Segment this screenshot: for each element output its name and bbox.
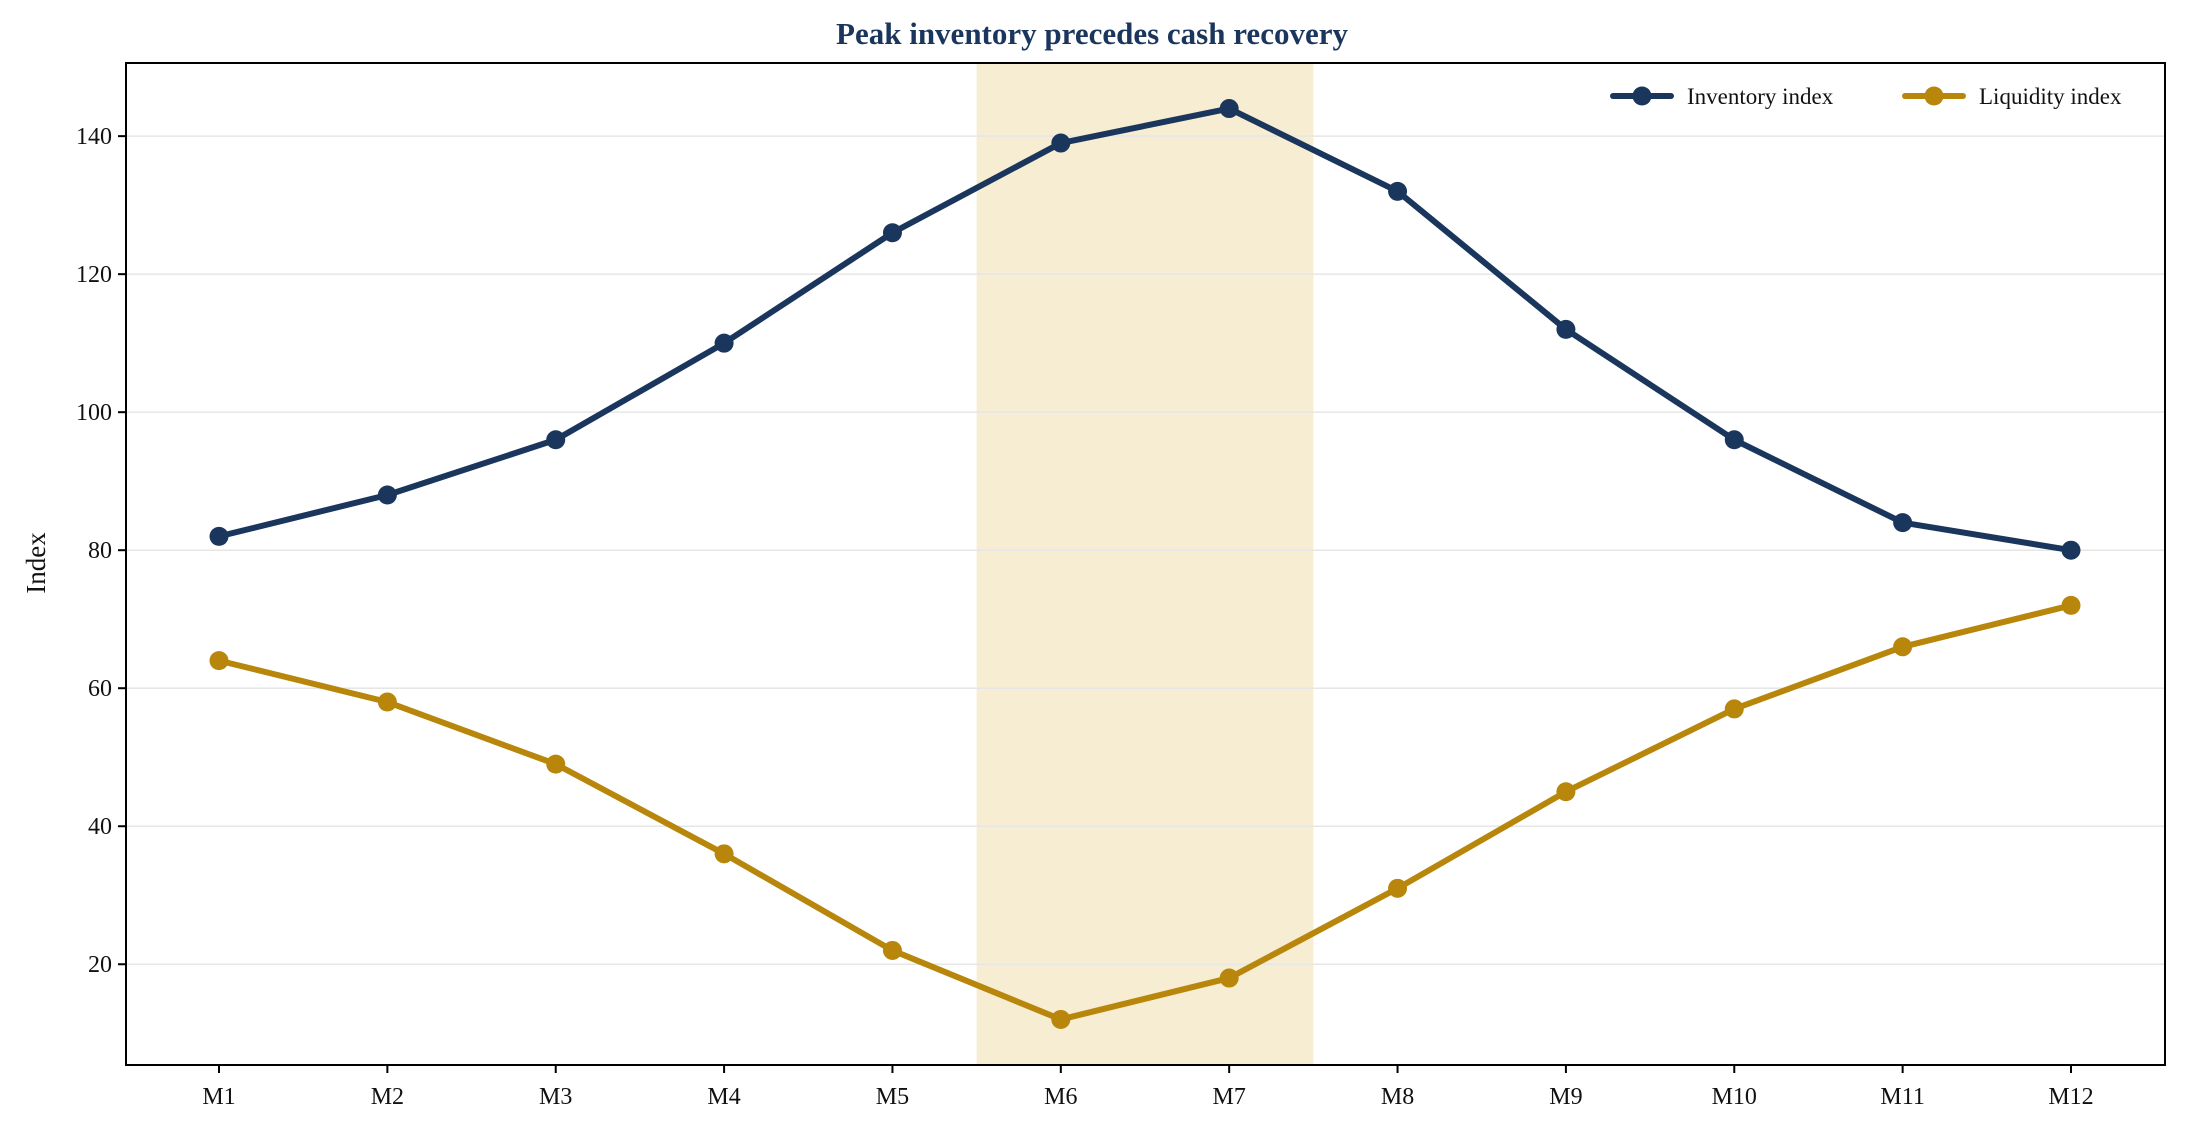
data-point-inventory <box>546 430 566 450</box>
data-point-liquidity <box>2061 595 2081 615</box>
y-tick-label: 40 <box>88 814 112 840</box>
y-tick-label: 60 <box>88 676 112 702</box>
x-tick-label: M1 <box>202 1084 235 1110</box>
data-point-inventory <box>1893 513 1913 533</box>
y-tick-label: 80 <box>88 538 112 564</box>
x-tick-label: M11 <box>1880 1084 1924 1110</box>
data-point-inventory <box>714 333 734 353</box>
y-axis-label: Index <box>21 532 51 594</box>
data-point-liquidity <box>1388 878 1408 898</box>
legend: Inventory index Liquidity index <box>1610 84 2122 109</box>
data-point-liquidity <box>1219 968 1239 988</box>
chart-title: Peak inventory precedes cash recovery <box>836 16 1348 51</box>
legend-swatch-marker-inventory <box>1632 86 1652 106</box>
data-point-liquidity <box>1051 1009 1071 1029</box>
data-point-liquidity <box>546 754 566 774</box>
data-point-inventory <box>882 223 902 243</box>
x-tick-label: M7 <box>1213 1084 1246 1110</box>
x-tick-label: M5 <box>876 1084 909 1110</box>
data-point-inventory <box>2061 540 2081 560</box>
data-point-inventory <box>1219 99 1239 119</box>
series-line-liquidity <box>216 602 2074 1023</box>
plot-frame <box>125 62 2166 1066</box>
x-tick-label: M10 <box>1712 1084 1757 1110</box>
y-tick-label: 20 <box>88 952 112 978</box>
data-point-inventory <box>1724 430 1744 450</box>
legend-label-liquidity: Liquidity index <box>1979 84 2122 109</box>
x-tick-label: M8 <box>1381 1084 1414 1110</box>
highlight-band <box>976 63 1314 1065</box>
data-point-liquidity <box>1893 637 1913 657</box>
data-point-liquidity <box>1724 699 1744 719</box>
x-tick-label: M6 <box>1044 1084 1077 1110</box>
y-tick-label: 100 <box>76 400 112 426</box>
x-tick-label: M3 <box>539 1084 572 1110</box>
data-point-liquidity <box>1556 782 1576 802</box>
x-tick-label: M2 <box>371 1084 404 1110</box>
x-tick-label: M4 <box>707 1084 740 1110</box>
data-point-inventory <box>1556 319 1576 339</box>
data-point-liquidity <box>377 692 397 712</box>
y-tick-label: 140 <box>76 124 112 150</box>
y-tick-label: 120 <box>76 262 112 288</box>
legend-label-inventory: Inventory index <box>1687 84 1834 109</box>
x-tick-label: M9 <box>1549 1084 1582 1110</box>
data-point-liquidity <box>882 940 902 960</box>
plot-area: 20 40 60 80 100 120 140 M1 M2 M3 M4 M5 M6 M7 M8 M9 M10 M1… <box>76 62 2166 1110</box>
data-point-inventory <box>1051 133 1071 153</box>
data-point-liquidity <box>209 651 229 671</box>
data-point-liquidity <box>714 844 734 864</box>
data-point-inventory <box>209 526 229 546</box>
series-line-inventory <box>216 105 2074 554</box>
data-point-inventory <box>377 485 397 505</box>
x-tick-label: M12 <box>2048 1084 2093 1110</box>
legend-swatch-marker-liquidity <box>1924 86 1944 106</box>
data-point-inventory <box>1388 181 1408 201</box>
